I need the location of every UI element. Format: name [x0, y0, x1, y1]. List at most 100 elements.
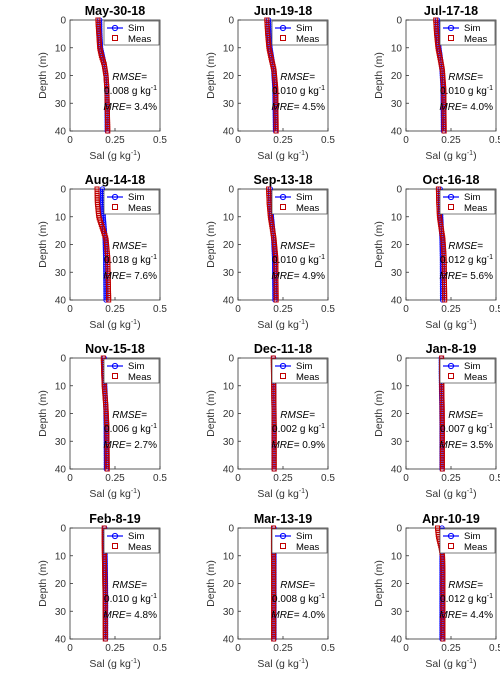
legend-meas-label: Meas [296, 542, 319, 553]
y-tick-label: 40 [55, 296, 67, 307]
legend-box [271, 358, 328, 384]
y-tick-label: 20 [391, 409, 403, 420]
y-tick-label: 30 [223, 607, 235, 618]
y-tick-label: 20 [55, 240, 67, 251]
panel-title: Aug-14-18 [85, 173, 145, 187]
y-tick-label: 10 [55, 381, 67, 392]
mre-text: MRE= 4.9% [271, 271, 325, 282]
legend-sim-marker [279, 362, 287, 370]
mre-text: MRE= 5.6% [439, 271, 493, 282]
y-tick-label: 30 [55, 99, 67, 110]
legend-sim-label: Sim [128, 192, 144, 203]
y-axis-label: Depth (m) [373, 390, 385, 437]
rmse-label: RMSE= [280, 410, 315, 421]
y-tick-label: 40 [55, 465, 67, 476]
y-tick-label: 40 [223, 127, 235, 138]
x-tick-label: 0.5 [489, 135, 500, 146]
mre-text: MRE= 4.5% [271, 102, 325, 113]
rmse-value: 0.012 g kg-1 [440, 593, 493, 605]
rmse-label: RMSE= [112, 72, 147, 83]
legend-sim-marker [111, 24, 119, 32]
rmse-value: 0.012 g kg-1 [440, 254, 493, 266]
y-tick-label: 10 [391, 381, 403, 392]
legend-meas-marker [448, 204, 454, 210]
rmse-label: RMSE= [112, 580, 147, 591]
y-tick-label: 10 [223, 212, 235, 223]
legend-sim-label: Sim [128, 23, 144, 34]
legend-meas-marker [280, 204, 286, 210]
panel-title: May-30-18 [85, 4, 145, 18]
x-tick-label: 0.5 [153, 135, 167, 146]
x-tick-label: 0.25 [105, 643, 125, 654]
y-tick-label: 10 [223, 43, 235, 54]
y-tick-label: 30 [391, 437, 403, 448]
x-axis-label: Sal (g kg-1) [257, 150, 308, 162]
y-tick-label: 0 [396, 16, 402, 27]
y-tick-label: 10 [223, 381, 235, 392]
x-tick-label: 0.25 [105, 473, 125, 484]
y-tick-label: 0 [60, 16, 66, 27]
legend-meas-label: Meas [128, 372, 151, 383]
rmse-value: 0.010 g kg-1 [272, 254, 325, 266]
legend-meas-marker [448, 543, 454, 549]
legend-meas-label: Meas [464, 542, 487, 553]
mre-text: MRE= 0.9% [271, 440, 325, 451]
y-tick-label: 30 [55, 607, 67, 618]
y-axis-label: Depth (m) [373, 221, 385, 268]
rmse-label: RMSE= [280, 72, 315, 83]
y-tick-label: 40 [55, 127, 67, 138]
mre-text: MRE= 2.7% [103, 440, 157, 451]
legend-sim-marker [279, 24, 287, 32]
legend-sim-marker [111, 362, 119, 370]
legend-sim-marker [111, 193, 119, 201]
meas-point [442, 297, 448, 303]
y-axis-label: Depth (m) [205, 560, 217, 607]
meas-point [273, 297, 279, 303]
x-axis-label: Sal (g kg-1) [425, 658, 476, 670]
mre-text: MRE= 7.6% [103, 271, 157, 282]
mre-text: MRE= 4.0% [271, 610, 325, 621]
mre-text: MRE= 3.4% [103, 102, 157, 113]
x-axis-label: Sal (g kg-1) [425, 319, 476, 331]
legend-meas-label: Meas [296, 34, 319, 45]
x-tick-label: 0 [67, 643, 73, 654]
rmse-label: RMSE= [280, 580, 315, 591]
rmse-value: 0.010 g kg-1 [104, 593, 157, 605]
legend-sim-marker [447, 24, 455, 32]
x-tick-label: 0.5 [321, 135, 335, 146]
x-tick-label: 0.25 [441, 473, 461, 484]
y-tick-label: 10 [55, 551, 67, 562]
x-axis-label: Sal (g kg-1) [425, 150, 476, 162]
x-tick-label: 0 [235, 304, 241, 315]
rmse-value: 0.018 g kg-1 [104, 254, 157, 266]
legend-sim-label: Sim [464, 361, 480, 372]
legend-sim-marker [447, 193, 455, 201]
x-tick-label: 0.25 [273, 135, 293, 146]
legend-sim-label: Sim [128, 531, 144, 542]
rmse-value: 0.007 g kg-1 [440, 423, 493, 435]
x-tick-label: 0.5 [321, 473, 335, 484]
legend-meas-label: Meas [464, 372, 487, 383]
y-tick-label: 40 [55, 635, 67, 646]
x-tick-label: 0.25 [441, 643, 461, 654]
y-tick-label: 20 [223, 240, 235, 251]
y-tick-label: 0 [228, 354, 234, 365]
x-tick-label: 0.25 [105, 135, 125, 146]
legend-sim-label: Sim [128, 361, 144, 372]
y-tick-label: 0 [396, 185, 402, 196]
y-tick-label: 10 [391, 551, 403, 562]
x-tick-label: 0.5 [321, 643, 335, 654]
y-tick-label: 10 [55, 212, 67, 223]
y-tick-label: 20 [55, 409, 67, 420]
legend-meas-marker [112, 35, 118, 41]
legend-sim-label: Sim [296, 192, 312, 203]
legend-sim-marker [447, 532, 455, 540]
x-tick-label: 0 [67, 135, 73, 146]
y-tick-label: 30 [223, 268, 235, 279]
